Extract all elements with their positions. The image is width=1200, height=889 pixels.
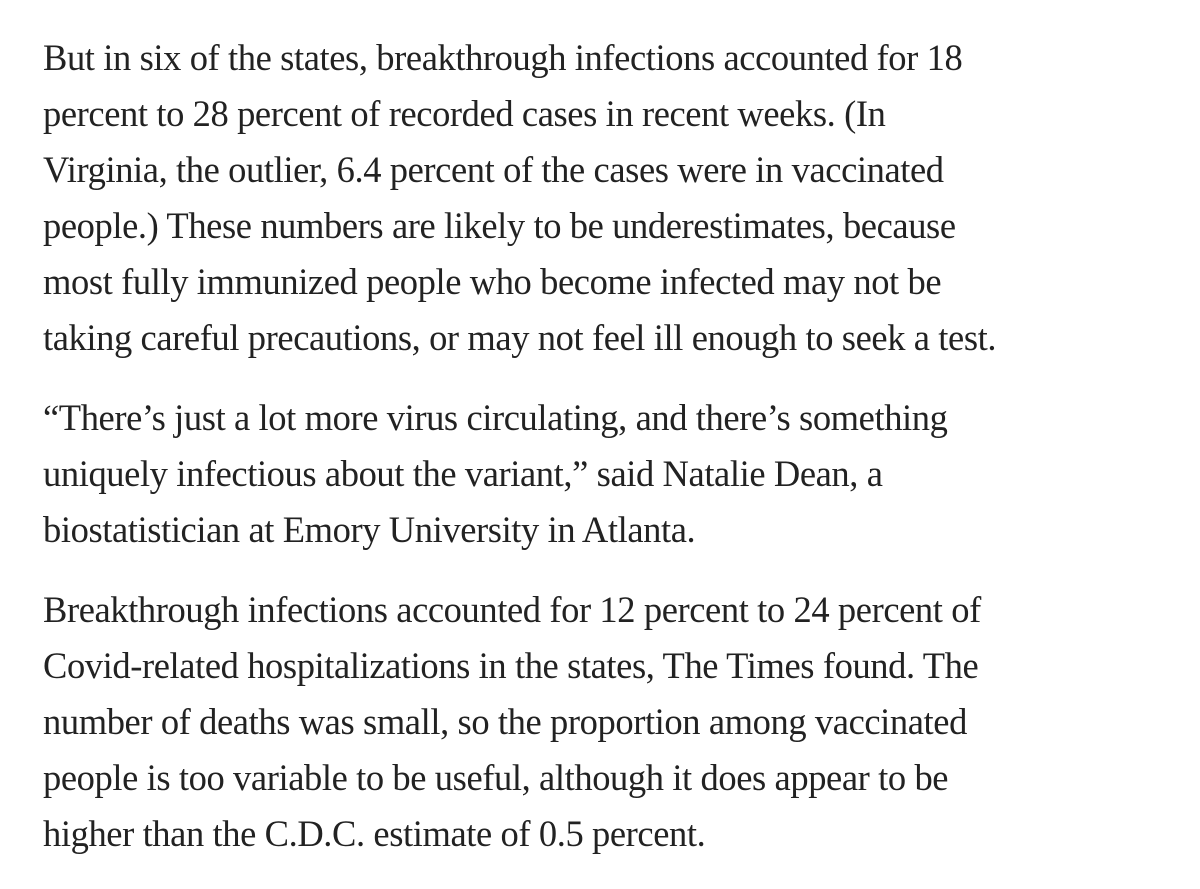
text-line: But in six of the states, breakthrough i… <box>43 37 963 78</box>
text-line: most fully immunized people who become i… <box>43 261 942 302</box>
paragraph-quote: “There’s just a lot more virus circulati… <box>43 390 1200 558</box>
text-line: people is too variable to be useful, alt… <box>43 757 949 798</box>
text-line: higher than the C.D.C. estimate of 0.5 p… <box>43 813 706 854</box>
text-line: uniquely infectious about the variant,” … <box>43 453 883 494</box>
text-line: people.) These numbers are likely to be … <box>43 205 956 246</box>
text-line: biostatistician at Emory University in A… <box>43 509 696 550</box>
text-line: Breakthrough infections accounted for 12… <box>43 589 981 630</box>
text-line: Covid-related hospitalizations in the st… <box>43 645 979 686</box>
text-line: Virginia, the outlier, 6.4 percent of th… <box>43 149 944 190</box>
text-line: number of deaths was small, so the propo… <box>43 701 967 742</box>
paragraph-breakthrough-cases: But in six of the states, breakthrough i… <box>43 30 1200 366</box>
paragraph-hospitalizations: Breakthrough infections accounted for 12… <box>43 582 1200 862</box>
text-line: percent to 28 percent of recorded cases … <box>43 93 886 134</box>
text-line: “There’s just a lot more virus circulati… <box>43 397 948 438</box>
text-line: taking careful precautions, or may not f… <box>43 317 997 358</box>
